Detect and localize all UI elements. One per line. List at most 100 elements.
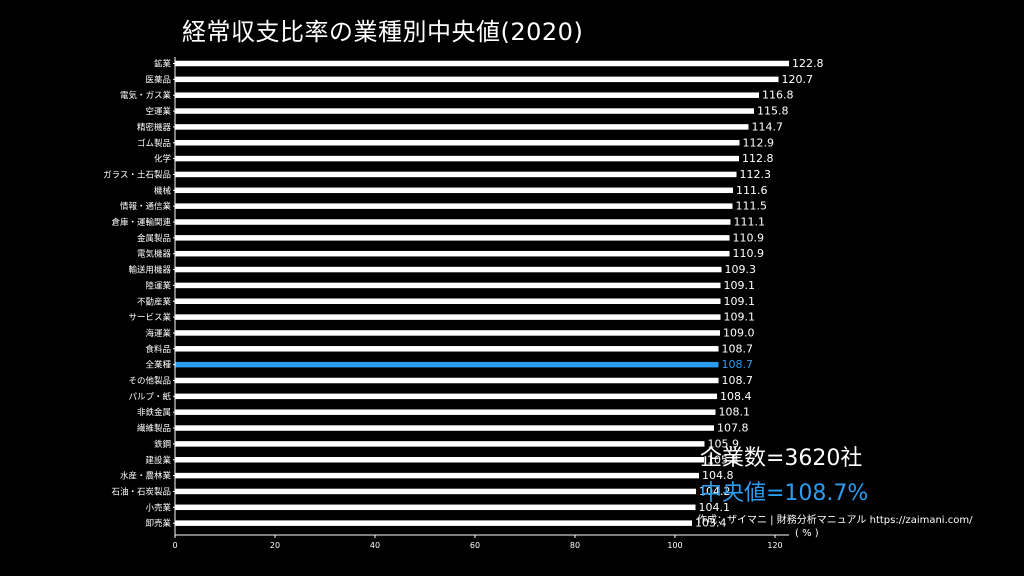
category-label-10: 倉庫・運輸関連: [111, 217, 171, 228]
value-label-28: 104.1: [699, 501, 731, 514]
category-label-6: 化学: [154, 154, 172, 165]
bar-13: [175, 266, 722, 273]
x-tick-label-2: 40: [370, 541, 380, 550]
x-tick-label-0: 0: [172, 541, 177, 550]
category-label-13: 輸送用機器: [128, 265, 171, 276]
category-label-5: ゴム製品: [137, 138, 171, 149]
bar-29: [175, 520, 692, 526]
category-label-12: 電気機器: [137, 249, 172, 260]
bar-19: [175, 361, 719, 368]
credit-label: 作成：ザイマニ | 財務分析マニュアル https://zaimani.com/: [697, 515, 973, 526]
bar-0: [175, 60, 789, 67]
value-label-21: 108.4: [720, 390, 752, 403]
bar-8: [175, 187, 733, 194]
bar-6: [175, 155, 739, 162]
value-label-13: 109.3: [725, 263, 757, 276]
value-label-18: 108.7: [722, 342, 754, 355]
category-label-14: 陸運業: [145, 280, 171, 291]
value-label-15: 109.1: [724, 295, 756, 308]
category-label-27: 石油・石炭製品: [111, 486, 171, 497]
bar-25: [175, 457, 704, 463]
category-label-1: 医薬品: [145, 74, 171, 85]
category-label-21: パルプ・紙: [128, 391, 171, 402]
value-labels-group: 122.8 120.7 116.8 115.8 114.7 112.9 112.8 112.3…: [695, 57, 824, 530]
value-label-11: 110.9: [733, 231, 765, 244]
x-tick-label-1: 20: [270, 541, 280, 550]
value-label-7: 112.3: [740, 168, 772, 181]
axes-group: 0 20 40 60 80 100 120: [172, 57, 789, 550]
bar-15: [175, 298, 721, 304]
value-label-0: 122.8: [792, 57, 824, 70]
bar-10: [175, 219, 731, 225]
value-label-19: 108.7: [722, 358, 754, 371]
value-label-4: 114.7: [752, 120, 784, 133]
value-label-14: 109.1: [724, 279, 756, 292]
value-label-26: 104.8: [702, 469, 734, 482]
bar-2: [175, 92, 759, 98]
value-label-12: 110.9: [733, 247, 765, 260]
bar-3: [175, 108, 754, 114]
category-label-26: 水産・農林業: [120, 471, 172, 482]
value-label-8: 111.6: [736, 184, 768, 197]
bar-22: [175, 409, 716, 415]
category-label-19: 全業種: [145, 360, 171, 371]
value-label-24: 105.9: [708, 437, 740, 450]
category-label-4: 精密機器: [137, 122, 172, 133]
category-label-28: 小売業: [145, 502, 171, 513]
bar-27: [175, 488, 696, 495]
bar-11: [175, 235, 730, 241]
bar-1: [175, 76, 779, 83]
category-label-20: その他製品: [128, 376, 171, 387]
bar-7: [175, 171, 737, 178]
bar-17: [175, 330, 720, 336]
x-tick-label-3: 60: [470, 541, 480, 550]
category-label-16: サービス業: [128, 312, 171, 323]
x-tick-label-5: 100: [667, 541, 682, 550]
category-label-2: 電気・ガス業: [120, 90, 172, 101]
category-label-29: 卸売業: [145, 518, 171, 529]
category-label-9: 情報・通信業: [120, 201, 172, 212]
value-label-17: 109.0: [723, 326, 755, 339]
category-label-22: 非鉄金属: [137, 407, 171, 418]
category-label-0: 鉱業: [154, 59, 172, 70]
value-label-23: 107.8: [717, 422, 749, 435]
bar-26: [175, 472, 699, 479]
bar-24: [175, 441, 705, 447]
x-tick-label-6: 120: [767, 541, 782, 550]
value-label-25: 105.8: [707, 453, 739, 466]
category-labels-group: 鉱業医薬品電気・ガス業空運業精密機器ゴム製品化学ガラス・土石製品機械情報・通信業…: [103, 59, 171, 530]
median-label: 中央値=108.7%: [700, 481, 869, 506]
bar-21: [175, 393, 717, 400]
value-label-16: 109.1: [724, 311, 756, 324]
category-label-3: 空運業: [145, 106, 171, 117]
bar-28: [175, 504, 696, 511]
value-label-5: 112.9: [743, 136, 775, 149]
category-label-18: 食料品: [145, 344, 171, 355]
bar-16: [175, 314, 721, 320]
bar-20: [175, 377, 719, 384]
value-label-9: 111.5: [736, 200, 768, 213]
value-label-2: 116.8: [762, 89, 794, 102]
value-label-20: 108.7: [722, 374, 754, 387]
value-label-22: 108.1: [719, 406, 751, 419]
chart-title: 経常収支比率の業種別中央値(2020): [182, 18, 584, 46]
bar-18: [175, 346, 719, 352]
category-label-25: 建設業: [145, 455, 171, 466]
value-label-10: 111.1: [734, 216, 766, 229]
bar-23: [175, 425, 714, 431]
bar-4: [175, 124, 749, 130]
bar-14: [175, 282, 721, 289]
bars-group: [175, 60, 789, 526]
value-label-1: 120.7: [782, 73, 814, 86]
value-label-3: 115.8: [757, 105, 789, 118]
value-label-29: 103.4: [695, 517, 727, 530]
value-label-27: 104.2: [699, 485, 731, 498]
category-label-8: 機械: [154, 185, 172, 196]
bar-9: [175, 203, 733, 209]
x-tick-label-4: 80: [570, 541, 580, 550]
company-count-label: 企業数=3620社: [700, 446, 863, 471]
category-label-17: 海運業: [145, 328, 171, 339]
category-label-7: ガラス・土石製品: [103, 169, 171, 180]
category-label-23: 繊維製品: [137, 423, 171, 434]
category-label-24: 鉄鋼: [154, 439, 171, 450]
